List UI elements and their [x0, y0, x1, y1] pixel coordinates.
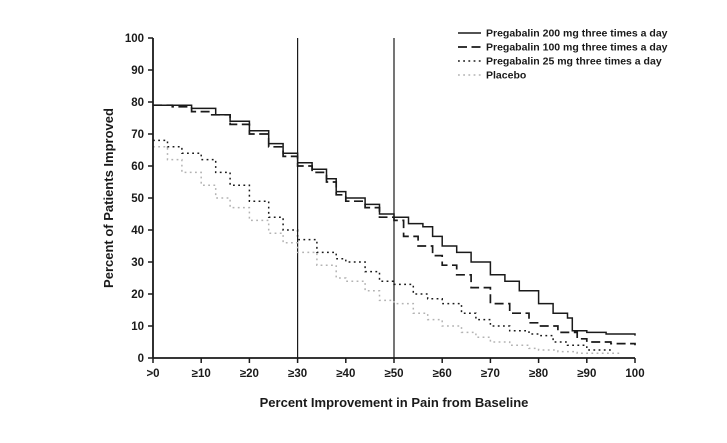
legend-label-1: Pregabalin 100 mg three times a day — [486, 42, 668, 54]
y-tick-label: 90 — [131, 65, 144, 77]
y-tick-label: 40 — [131, 225, 144, 237]
x-tick-label: ≥90 — [577, 368, 596, 380]
y-tick-label: 0 — [138, 353, 144, 365]
x-tick-label: ≥60 — [433, 368, 452, 380]
y-tick-label: 50 — [131, 193, 144, 205]
series-line-2 — [153, 139, 612, 352]
legend: Pregabalin 200 mg three times a day Prega… — [458, 28, 668, 82]
x-tick-label: ≥80 — [529, 368, 548, 380]
x-tick-label: ≥20 — [240, 368, 259, 380]
x-axis-title: Percent Improvement in Pain from Baselin… — [260, 395, 529, 410]
series-line-0 — [153, 104, 636, 336]
legend-label-3: Placebo — [486, 70, 526, 82]
x-tick-label: >0 — [146, 368, 159, 380]
y-tick-label: 60 — [131, 161, 144, 173]
x-tick-label: ≥50 — [384, 368, 403, 380]
y-axis-title: Percent of Patients Improved — [101, 108, 116, 288]
legend-label-0: Pregabalin 200 mg three times a day — [486, 28, 668, 40]
y-tick-label: 80 — [131, 97, 144, 109]
x-tick-label: ≥40 — [336, 368, 355, 380]
x-tick-label: ≥10 — [192, 368, 211, 380]
y-tick-label: 20 — [131, 289, 144, 301]
legend-label-2: Pregabalin 25 mg three times a day — [486, 56, 662, 68]
x-tick-label: ≥30 — [288, 368, 307, 380]
series-line-1 — [153, 104, 636, 346]
x-tick-label: 100 — [625, 368, 644, 380]
x-tick-label: ≥70 — [481, 368, 500, 380]
y-tick-label: 100 — [125, 33, 144, 45]
series-line-3 — [153, 146, 622, 355]
y-tick-label: 70 — [131, 129, 144, 141]
y-tick-label: 10 — [131, 321, 144, 333]
y-tick-label: 30 — [131, 257, 144, 269]
